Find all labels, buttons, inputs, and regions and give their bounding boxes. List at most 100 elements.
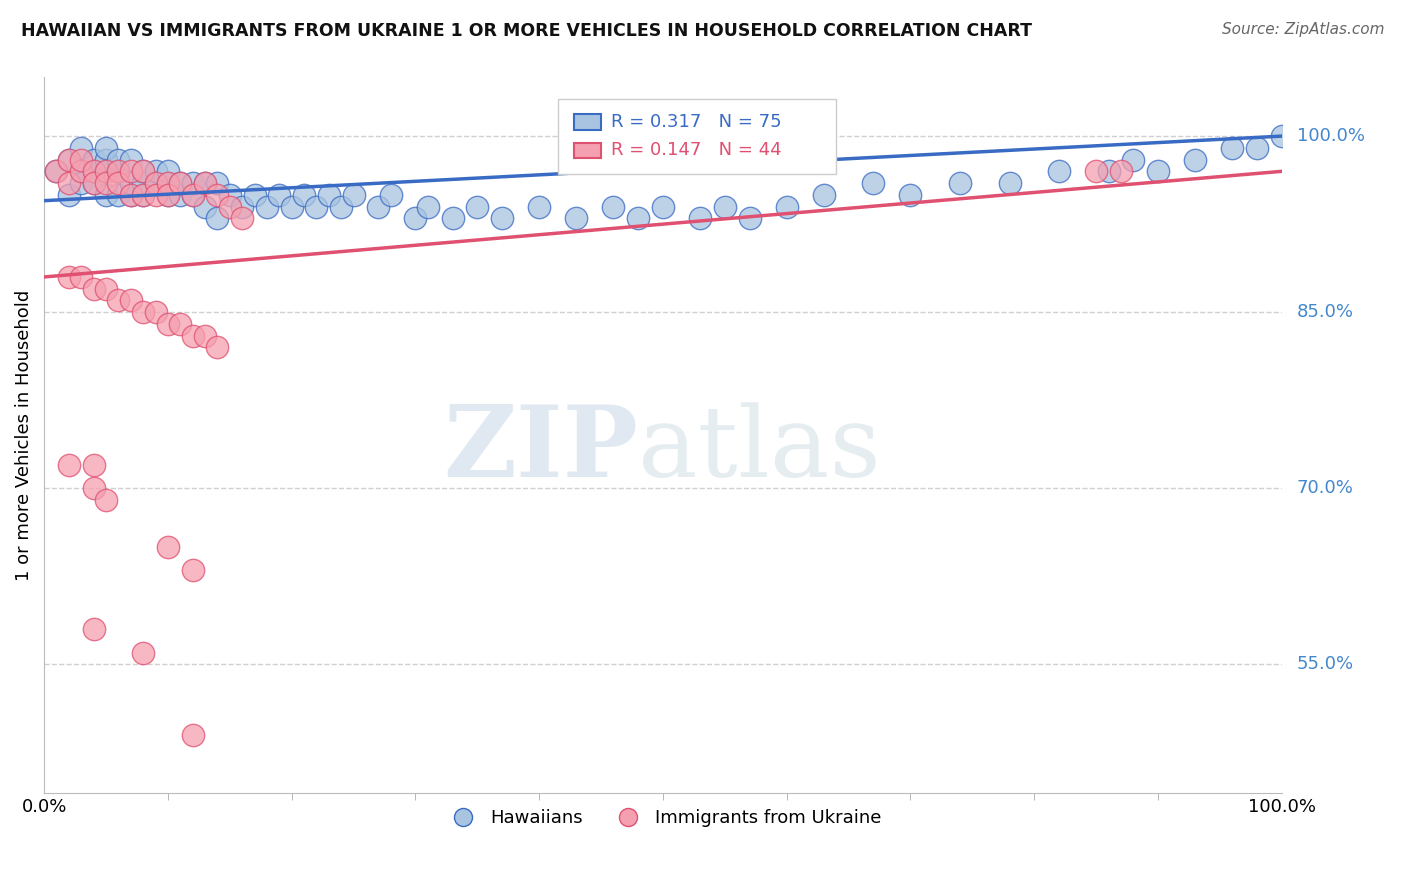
Point [441,211,464,226]
Point [132,176,155,190]
Point [714,200,737,214]
Point [70,269,93,284]
Point [94,187,117,202]
Bar [574,143,602,159]
Point [1097,164,1119,178]
Point [83,622,105,636]
Point [107,293,129,308]
Point [107,164,129,178]
Point [194,176,217,190]
Point [181,187,204,202]
Point [132,646,155,660]
Point [602,200,624,214]
Point [58,153,80,167]
Point [207,187,229,202]
Point [83,153,105,167]
Point [169,176,191,190]
Point [83,164,105,178]
Point [1220,141,1243,155]
Text: 85.0%: 85.0% [1296,303,1354,321]
Point [1109,164,1132,178]
Point [83,164,105,178]
Point [269,187,291,202]
Point [627,211,650,226]
Point [404,211,426,226]
Point [207,211,229,226]
Point [194,176,217,190]
Point [565,211,588,226]
Point [94,282,117,296]
Point [776,200,799,214]
Point [94,164,117,178]
Bar [574,114,602,129]
Y-axis label: 1 or more Vehicles in Household: 1 or more Vehicles in Household [15,290,32,581]
Point [107,164,129,178]
Point [58,176,80,190]
Point [83,481,105,495]
Point [132,187,155,202]
Point [156,176,179,190]
Point [231,200,253,214]
FancyBboxPatch shape [558,99,837,174]
Legend: Hawaiians, Immigrants from Ukraine: Hawaiians, Immigrants from Ukraine [437,802,889,834]
Point [83,458,105,472]
Point [169,317,191,331]
Text: R = 0.317   N = 75: R = 0.317 N = 75 [612,112,782,131]
Point [194,200,217,214]
Point [70,164,93,178]
Point [652,200,675,214]
Point [1184,153,1206,167]
Point [156,317,179,331]
Point [181,176,204,190]
Point [156,164,179,178]
Point [1122,153,1144,167]
Text: R = 0.147   N = 44: R = 0.147 N = 44 [612,142,782,160]
Point [181,187,204,202]
Point [120,176,142,190]
Point [70,176,93,190]
Point [132,164,155,178]
Point [156,187,179,202]
Point [231,211,253,226]
Point [58,458,80,472]
Point [218,200,240,214]
Point [94,492,117,507]
Point [416,200,439,214]
Point [58,153,80,167]
Point [156,176,179,190]
Point [83,282,105,296]
Point [181,328,204,343]
Point [169,176,191,190]
Point [83,176,105,190]
Point [45,164,67,178]
Point [132,305,155,319]
Point [367,200,389,214]
Point [862,176,884,190]
Point [94,153,117,167]
Point [120,187,142,202]
Point [218,187,240,202]
Point [156,187,179,202]
Point [58,269,80,284]
Point [107,187,129,202]
Point [342,187,364,202]
Point [169,187,191,202]
Point [145,176,167,190]
Point [1085,164,1108,178]
Text: HAWAIIAN VS IMMIGRANTS FROM UKRAINE 1 OR MORE VEHICLES IN HOUSEHOLD CORRELATION : HAWAIIAN VS IMMIGRANTS FROM UKRAINE 1 OR… [21,22,1032,40]
Point [145,176,167,190]
Point [292,187,315,202]
Point [45,164,67,178]
Point [94,141,117,155]
Point [465,200,488,214]
Text: Source: ZipAtlas.com: Source: ZipAtlas.com [1222,22,1385,37]
Point [83,176,105,190]
Point [70,153,93,167]
Point [243,187,266,202]
Point [58,187,80,202]
Point [738,211,761,226]
Point [132,187,155,202]
Point [318,187,340,202]
Point [1047,164,1070,178]
Point [120,153,142,167]
